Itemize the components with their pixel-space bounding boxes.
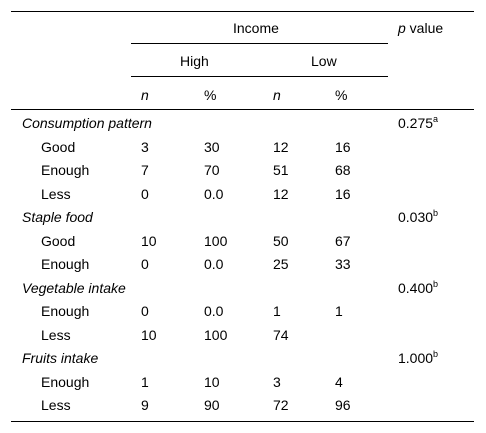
row-label: Less xyxy=(41,327,71,343)
p-value: 0.400 xyxy=(398,280,434,296)
p-value: 0.030 xyxy=(398,209,434,225)
high-header: High xyxy=(180,53,209,69)
p-value-header-p: p xyxy=(398,20,406,36)
low-n-cell: 12 xyxy=(273,139,289,155)
p-value: 0.275 xyxy=(398,115,434,131)
p-value-header: p value xyxy=(398,20,443,36)
high-pct-cell: 100 xyxy=(204,327,228,343)
p-value-superscript: b xyxy=(433,208,439,218)
high-pct-cell: 0.0 xyxy=(204,303,224,319)
p-value-superscript: b xyxy=(433,279,439,289)
low-n-cell: 74 xyxy=(273,327,289,343)
section-p-value: 0.400b xyxy=(398,279,439,297)
low-n-header: n xyxy=(273,87,281,103)
high-n-cell: 0 xyxy=(141,186,149,202)
header-bottom-rule xyxy=(11,109,474,110)
high-n-cell: 7 xyxy=(141,162,149,178)
top-rule xyxy=(11,11,474,12)
row-label: Less xyxy=(41,397,71,413)
section-title: Fruits intake xyxy=(22,350,99,366)
low-n-cell: 50 xyxy=(273,233,289,249)
section-p-value: 0.275a xyxy=(398,114,439,132)
high-pct-cell: 30 xyxy=(204,139,220,155)
row-label: Enough xyxy=(41,256,90,272)
p-value-superscript: b xyxy=(433,349,439,359)
section-title: Staple food xyxy=(22,209,93,225)
high-pct-cell: 0.0 xyxy=(204,256,224,272)
low-pct-cell: 4 xyxy=(335,374,343,390)
high-n-cell: 1 xyxy=(141,374,149,390)
high-n-cell: 3 xyxy=(141,139,149,155)
row-label: Enough xyxy=(41,374,90,390)
low-pct-cell: 16 xyxy=(335,186,351,202)
low-pct-cell: 33 xyxy=(335,256,351,272)
high-n-cell: 10 xyxy=(141,233,157,249)
high-pct-cell: 90 xyxy=(204,397,220,413)
high-pct-cell: 0.0 xyxy=(204,186,224,202)
section-p-value: 1.000b xyxy=(398,349,439,367)
low-n-cell: 51 xyxy=(273,162,289,178)
high-pct-cell: 10 xyxy=(204,374,220,390)
p-value-header-rest: value xyxy=(405,20,444,36)
high-pct-cell: 100 xyxy=(204,233,228,249)
high-n-header: n xyxy=(141,87,149,103)
bottom-rule xyxy=(11,421,474,422)
p-value: 1.000 xyxy=(398,350,434,366)
low-pct-cell: 68 xyxy=(335,162,351,178)
low-n-cell: 25 xyxy=(273,256,289,272)
p-value-superscript: a xyxy=(433,114,439,124)
low-n-cell: 3 xyxy=(273,374,281,390)
high-n-cell: 0 xyxy=(141,303,149,319)
income-header: Income xyxy=(233,20,279,36)
low-pct-cell: 16 xyxy=(335,139,351,155)
low-n-cell: 12 xyxy=(273,186,289,202)
row-label: Enough xyxy=(41,303,90,319)
low-n-cell: 1 xyxy=(273,303,281,319)
low-n-cell: 72 xyxy=(273,397,289,413)
high-pct-header: % xyxy=(204,87,217,103)
high-low-underline xyxy=(131,76,388,77)
high-n-cell: 10 xyxy=(141,327,157,343)
low-pct-header: % xyxy=(335,87,348,103)
row-label: Enough xyxy=(41,162,90,178)
high-pct-cell: 70 xyxy=(204,162,220,178)
high-n-cell: 0 xyxy=(141,256,149,272)
low-pct-cell: 1 xyxy=(335,303,343,319)
income-underline xyxy=(131,43,388,44)
low-pct-cell: 67 xyxy=(335,233,351,249)
section-p-value: 0.030b xyxy=(398,208,439,226)
section-title: Consumption pattern xyxy=(22,115,152,131)
row-label: Good xyxy=(41,139,76,155)
high-n-cell: 9 xyxy=(141,397,149,413)
section-title: Vegetable intake xyxy=(22,280,126,296)
row-label: Less xyxy=(41,186,71,202)
low-header: Low xyxy=(311,53,337,69)
row-label: Good xyxy=(41,233,76,249)
low-pct-cell: 96 xyxy=(335,397,351,413)
